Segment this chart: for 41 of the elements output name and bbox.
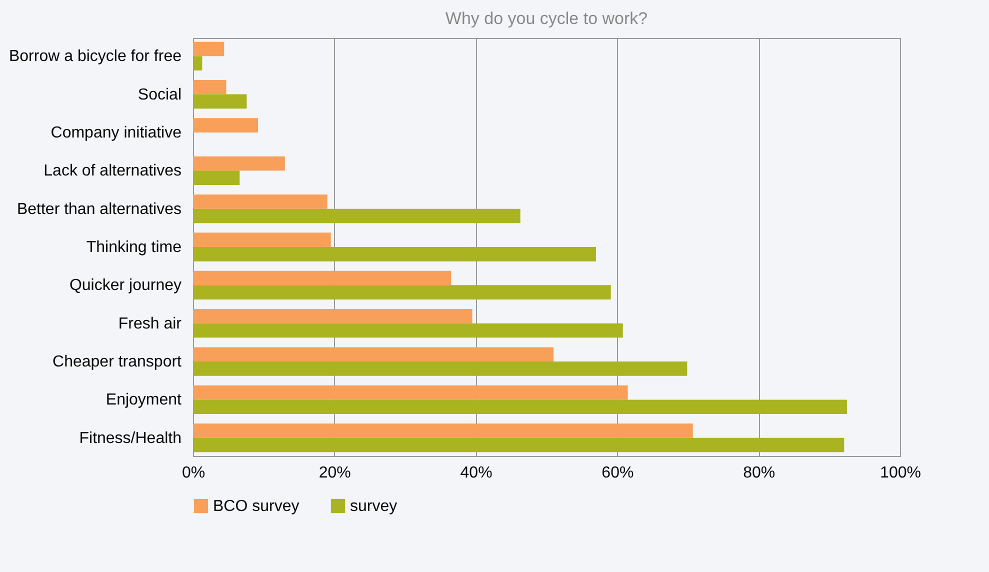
bar [193, 438, 844, 452]
bar [193, 270, 452, 286]
y-tick-label: Cheaper transport [52, 354, 182, 371]
bar [193, 309, 472, 324]
bar [193, 323, 623, 338]
bar [193, 424, 693, 438]
bar [193, 247, 596, 262]
y-tick-label: Better than alternatives [16, 200, 182, 218]
bar [193, 232, 331, 247]
bar [193, 80, 226, 94]
bar [193, 347, 554, 362]
chart-title: Why do you cycle to work? [445, 9, 648, 28]
bar [193, 194, 328, 209]
bar [193, 42, 224, 56]
x-tick-label: 80% [743, 464, 776, 482]
x-tick-label: 20% [318, 464, 351, 482]
legend-label: survey [350, 498, 398, 515]
y-tick-label: Social [138, 86, 182, 104]
y-tick-label: Lack of alternatives [44, 162, 182, 180]
y-tick-label: Thinking time [86, 239, 182, 256]
y-tick-label: Fitness/Health [79, 430, 182, 447]
bar [193, 118, 258, 132]
y-tick-label: Company initiative [50, 124, 182, 142]
bar [193, 285, 611, 300]
x-tick-label: 60% [602, 464, 634, 482]
bar [193, 208, 520, 224]
bar [193, 170, 240, 185]
bar [193, 56, 202, 70]
bar [193, 400, 847, 414]
y-tick-label: Quicker journey [69, 277, 182, 294]
y-tick-label: Fresh air [118, 315, 182, 332]
bar [193, 385, 628, 400]
bar [193, 94, 247, 109]
bar [193, 156, 285, 171]
x-tick-label: 0% [182, 464, 206, 482]
y-tick-label: Borrow a bicycle for free [8, 48, 182, 66]
x-tick-label: 40% [460, 464, 492, 482]
bar [193, 362, 688, 376]
x-tick-label: 100% [880, 464, 921, 482]
y-tick-label: Enjoyment [106, 392, 182, 409]
legend-label: BCO survey [213, 498, 300, 515]
